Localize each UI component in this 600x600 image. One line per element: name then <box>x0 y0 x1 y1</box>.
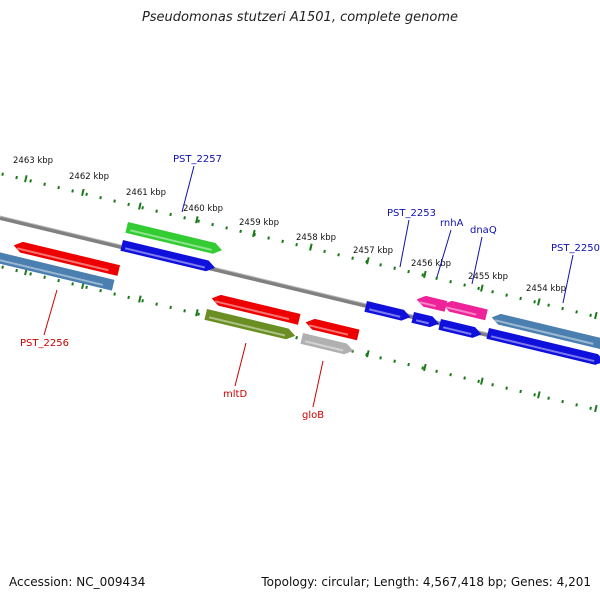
gene-label-gloB[interactable]: gloB <box>302 410 324 421</box>
scale-label: 2461 kbp <box>126 188 166 198</box>
scale-label: 2457 kbp <box>353 246 393 256</box>
gene-arrow-g3[interactable] <box>0 250 115 291</box>
scale-label: 2460 kbp <box>183 204 223 214</box>
gene-arrow-g10[interactable] <box>364 301 411 322</box>
gene-arrow-g13[interactable] <box>438 319 482 340</box>
scale-label: 2458 kbp <box>296 233 336 243</box>
gene-arrow-g14[interactable] <box>441 299 488 321</box>
scale-label: 2463 kbp <box>13 156 53 166</box>
gene-label-PST_2253[interactable]: PST_2253 <box>387 208 436 219</box>
gene-arrow-g2[interactable] <box>12 240 121 276</box>
accession-text: Accession: NC_009434 <box>9 575 146 589</box>
gene-labels: PST_2257 PST_2256 mltD gloB PST_2253 rnhA dnaQ… <box>20 154 600 421</box>
scale-label: 2456 kbp <box>411 259 451 269</box>
gene-label-mltD[interactable]: mltD <box>223 389 247 400</box>
gene-features <box>0 222 600 367</box>
genome-title: Pseudomonas stutzeri A1501, complete gen… <box>141 10 459 25</box>
gene-label-PST_2257[interactable]: PST_2257 <box>173 154 222 165</box>
gene-arrow-g6[interactable] <box>210 293 301 325</box>
gene-label-dnaQ[interactable]: dnaQ <box>470 225 497 236</box>
gene-arrow-g5[interactable] <box>120 240 216 273</box>
gene-label-rnhA[interactable]: rnhA <box>440 218 464 229</box>
gene-arrow-g8[interactable] <box>304 317 360 341</box>
scale-label: 2459 kbp <box>239 218 279 228</box>
topology-summary: Topology: circular; Length: 4,567,418 bp… <box>261 575 591 589</box>
gene-arrow-g9[interactable] <box>300 333 354 356</box>
scale-labels: 2463 kbp 2462 kbp 2461 kbp 2460 kbp 2459 kbp… <box>13 156 566 294</box>
upper-scale-ticks <box>1 172 598 320</box>
gene-arrow-g12[interactable] <box>415 294 448 312</box>
scale-label: 2454 kbp <box>526 284 566 294</box>
gene-arrow-g15[interactable] <box>490 312 600 350</box>
scale-label: 2462 kbp <box>69 172 109 182</box>
gene-arrow-g4[interactable] <box>125 222 223 256</box>
gene-label-PST_2256[interactable]: PST_2256 <box>20 338 69 349</box>
gene-label-PST_2250[interactable]: PST_2250 <box>551 243 600 254</box>
label-leader-lines <box>43 165 574 408</box>
gene-arrow-g11[interactable] <box>411 312 440 329</box>
gene-arrow-g7[interactable] <box>204 309 296 341</box>
gene-arrow-g16[interactable] <box>486 328 600 367</box>
scale-label: 2455 kbp <box>468 272 508 282</box>
